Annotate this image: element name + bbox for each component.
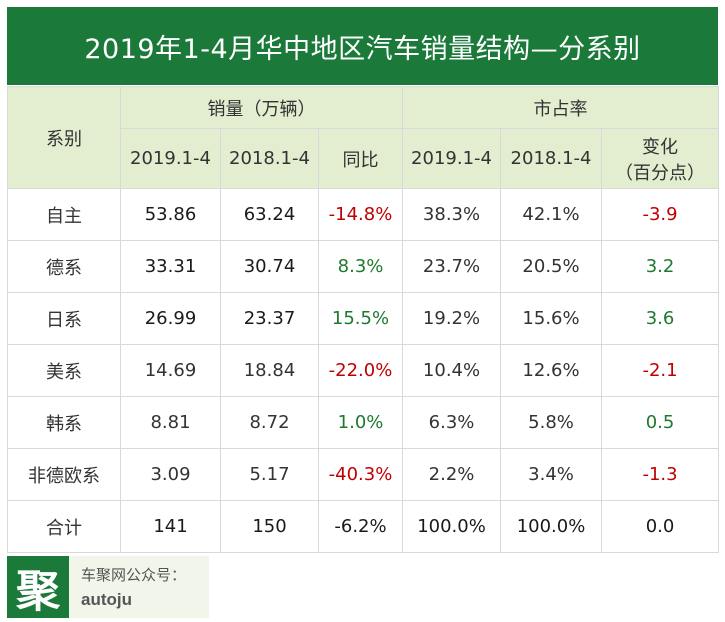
share-2019: 100.0%	[402, 500, 502, 553]
sales-2018: 30.74	[220, 240, 319, 293]
table-row: 日系 26.99 23.37 15.5% 19.2% 15.6% 3.6	[7, 292, 720, 345]
sales-2018: 8.72	[220, 396, 319, 449]
share-change: -1.3	[601, 448, 720, 501]
row-name: 合计	[7, 500, 121, 553]
footer-line1: 车聚网公众号：	[81, 566, 187, 584]
share-change: -3.9	[601, 188, 720, 241]
sales-table: 系别 销量（万辆） 市占率 2019.1-4 2018.1-4 同比 2019.…	[7, 86, 720, 553]
row-name: 自主	[7, 188, 121, 241]
col-header-series: 系别	[7, 86, 121, 189]
sales-2019: 8.81	[120, 396, 221, 449]
share-change: 3.2	[601, 240, 720, 293]
share-2019: 2.2%	[402, 448, 502, 501]
sales-2018: 23.37	[220, 292, 319, 345]
logo-glyph: 聚	[16, 566, 60, 617]
footer-line2: autoju	[81, 590, 132, 609]
sales-2018: 18.84	[220, 344, 319, 397]
share-2018: 3.4%	[500, 448, 603, 501]
share-2018: 12.6%	[500, 344, 603, 397]
yoy-change: -22.0%	[317, 344, 404, 397]
row-name: 韩系	[7, 396, 121, 449]
table-row: 非德欧系 3.09 5.17 -40.3% 2.2% 3.4% -1.3	[7, 448, 720, 501]
share-2019: 38.3%	[402, 188, 502, 241]
share-2018: 100.0%	[500, 500, 603, 553]
sales-2019: 53.86	[120, 188, 221, 241]
col-group-share: 市占率	[402, 86, 720, 129]
col-group-sales: 销量（万辆）	[119, 86, 404, 129]
footer: 聚 车聚网公众号： autoju	[7, 556, 718, 618]
col-header-sales-2018: 2018.1-4	[220, 128, 319, 189]
col-header-yoy: 同比	[317, 128, 404, 189]
change-label-line1: 变化	[642, 136, 679, 158]
row-name: 非德欧系	[7, 448, 121, 501]
table-row: 韩系 8.81 8.72 1.0% 6.3% 5.8% 0.5	[7, 396, 720, 449]
share-2019: 19.2%	[402, 292, 502, 345]
share-2019: 10.4%	[402, 344, 502, 397]
yoy-change: 1.0%	[317, 396, 404, 449]
sales-2019: 26.99	[120, 292, 221, 345]
row-name: 美系	[7, 344, 121, 397]
sales-2019: 3.09	[120, 448, 221, 501]
footer-credit: 车聚网公众号： autoju	[69, 556, 209, 618]
share-change: 0.0	[601, 500, 720, 553]
share-change: 0.5	[601, 396, 720, 449]
col-header-change: 变化 （百分点）	[601, 128, 720, 189]
logo: 聚	[7, 556, 69, 618]
col-header-share-2019: 2019.1-4	[402, 128, 502, 189]
table-row: 美系 14.69 18.84 -22.0% 10.4% 12.6% -2.1	[7, 344, 720, 397]
share-2018: 15.6%	[500, 292, 603, 345]
sales-2019: 141	[120, 500, 221, 553]
col-header-share-2018: 2018.1-4	[500, 128, 603, 189]
table-row: 德系 33.31 30.74 8.3% 23.7% 20.5% 3.2	[7, 240, 720, 293]
page-title: 2019年1-4月华中地区汽车销量结构—分系别	[84, 33, 641, 65]
row-name: 德系	[7, 240, 121, 293]
sales-2019: 33.31	[120, 240, 221, 293]
row-name: 日系	[7, 292, 121, 345]
share-change: -2.1	[601, 344, 720, 397]
share-2019: 6.3%	[402, 396, 502, 449]
title-bar: 2019年1-4月华中地区汽车销量结构—分系别	[7, 7, 718, 85]
share-2019: 23.7%	[402, 240, 502, 293]
sales-2019: 14.69	[120, 344, 221, 397]
header-row-group: 系别 销量（万辆） 市占率	[7, 86, 720, 189]
share-2018: 5.8%	[500, 396, 603, 449]
share-2018: 42.1%	[500, 188, 603, 241]
yoy-change: -40.3%	[317, 448, 404, 501]
share-2018: 20.5%	[500, 240, 603, 293]
table-row: 自主 53.86 63.24 -14.8% 38.3% 42.1% -3.9	[7, 188, 720, 241]
table-row-total: 合计 141 150 -6.2% 100.0% 100.0% 0.0	[7, 500, 720, 553]
yoy-change: -6.2%	[317, 500, 404, 553]
sales-2018: 5.17	[220, 448, 319, 501]
sales-2018: 63.24	[220, 188, 319, 241]
share-change: 3.6	[601, 292, 720, 345]
yoy-change: 15.5%	[317, 292, 404, 345]
header-row-cols: 2019.1-4 2018.1-4 同比 2019.1-4 2018.1-4 变…	[7, 128, 720, 189]
col-header-sales-2019: 2019.1-4	[120, 128, 221, 189]
change-label-line2: （百分点）	[615, 162, 706, 184]
yoy-change: -14.8%	[317, 188, 404, 241]
yoy-change: 8.3%	[317, 240, 404, 293]
sales-2018: 150	[220, 500, 319, 553]
